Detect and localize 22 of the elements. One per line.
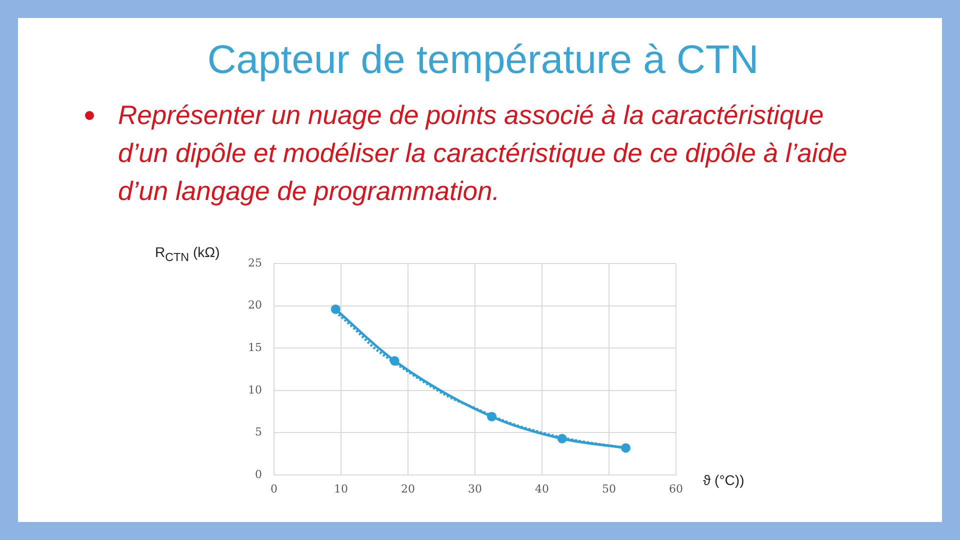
point	[330, 304, 340, 314]
x-tick-label: 0	[270, 482, 278, 496]
point	[390, 356, 400, 366]
chart-subtitle: Représenter un nuage de points associé à la caractéristique d’un dipôle et modéliser la caractéristique de ce dipôle à l’aide d’un langage de programmation.	[118, 99, 848, 208]
x-tick-label: 50	[602, 482, 616, 496]
x-tick-label: 10	[334, 482, 348, 496]
y-tick-label: 25	[248, 256, 262, 270]
point	[557, 434, 567, 444]
x-axis-title: ϑ (°C))	[703, 472, 744, 488]
chart-title: Capteur de température à CTN	[206, 38, 760, 83]
y-tick-label: 0	[255, 468, 262, 481]
y-tick-label: 20	[248, 298, 262, 312]
y-axis-title: R$_{CTN}$ (kΩ)	[155, 244, 220, 264]
point	[487, 412, 496, 422]
y-tick-label: 10	[248, 383, 262, 396]
y-tick-label: 5	[255, 426, 262, 439]
point	[621, 443, 630, 453]
x-tick-label: 30	[468, 482, 482, 496]
x-tick-label: 40	[535, 482, 549, 496]
y-tick-label: 15	[248, 341, 262, 354]
x-tick-label: 20	[401, 482, 415, 496]
x-tick-label: 60	[669, 482, 683, 496]
